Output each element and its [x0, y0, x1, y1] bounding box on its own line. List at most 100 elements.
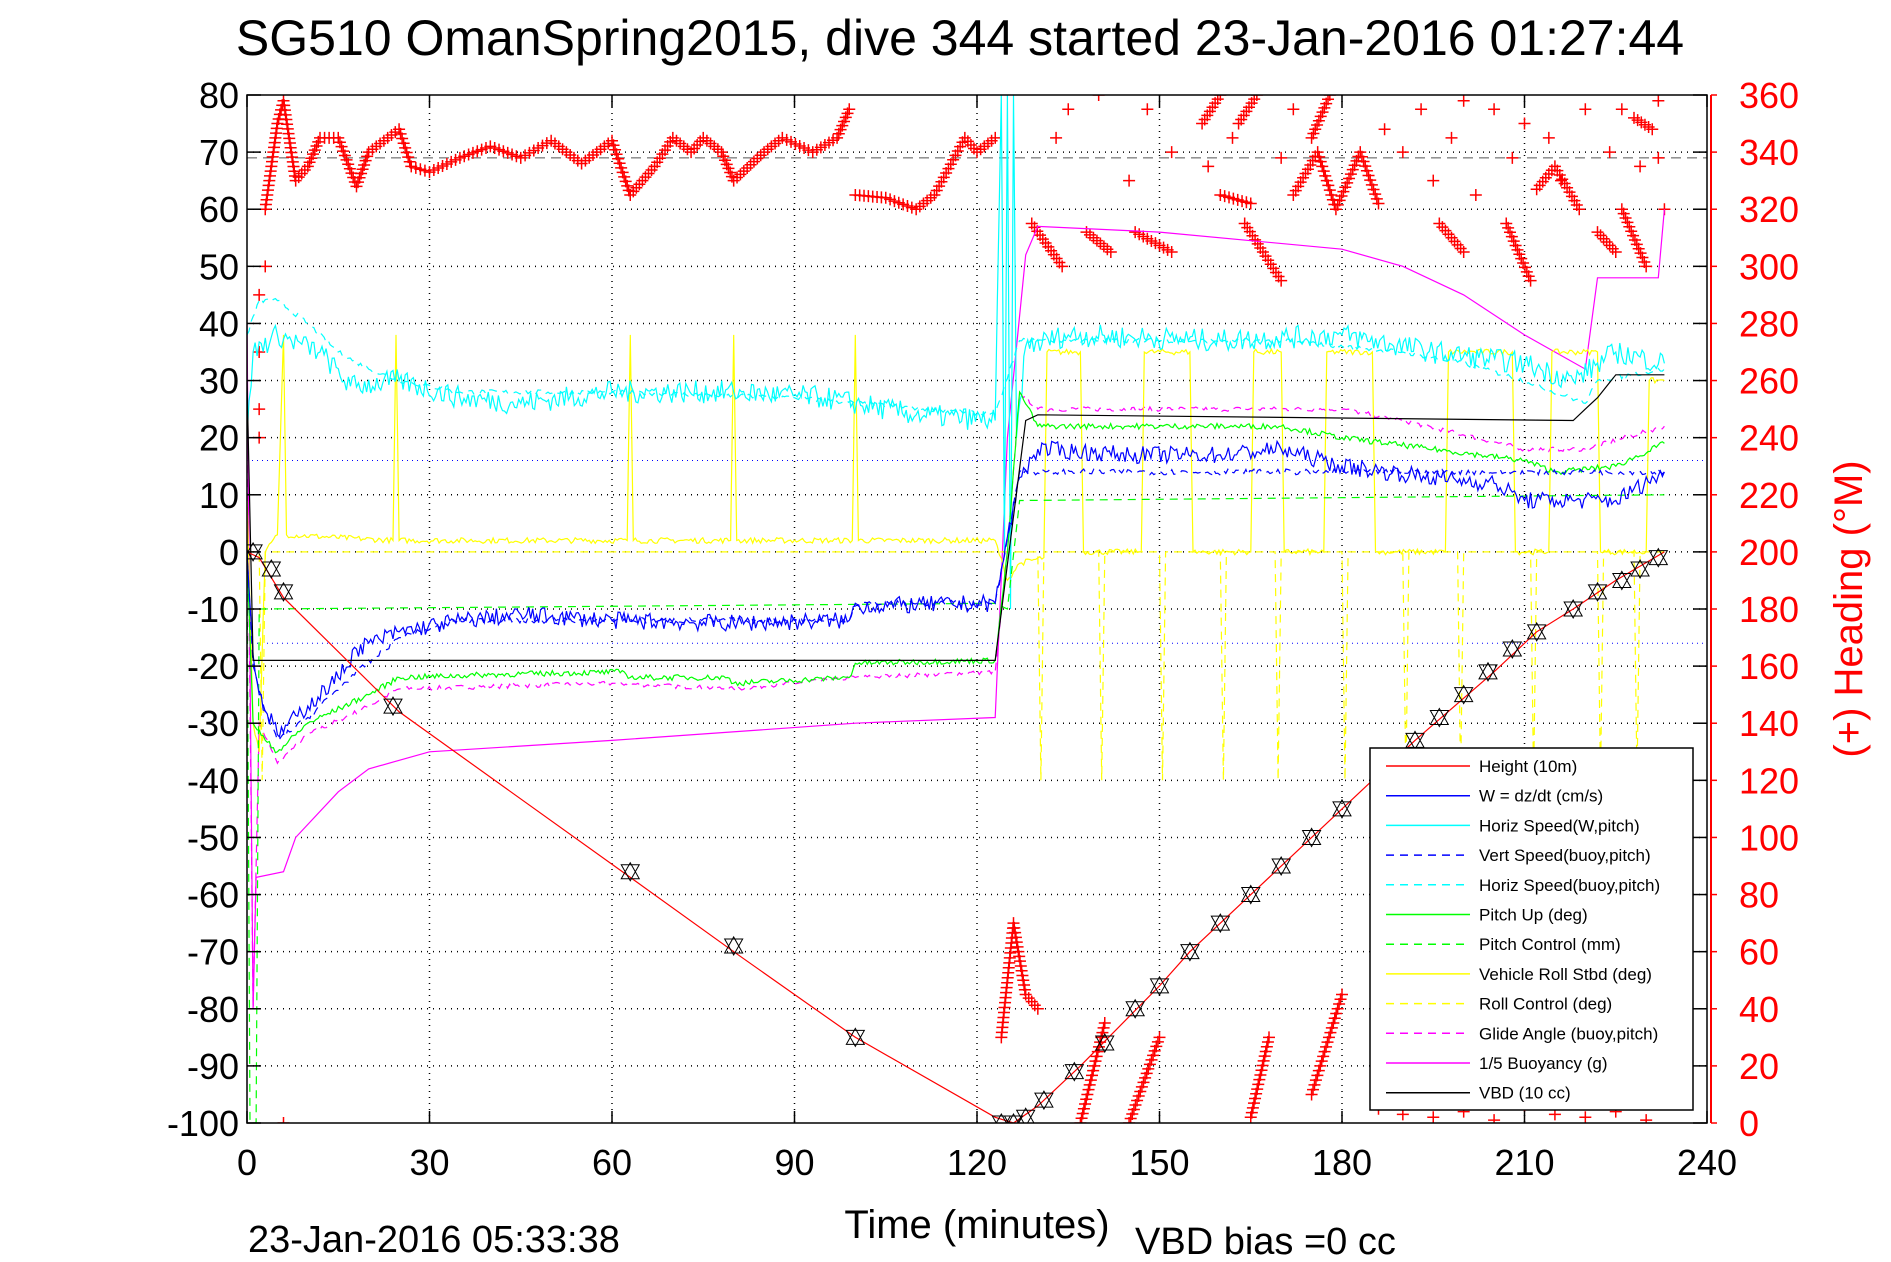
depth-marker [1094, 1033, 1115, 1054]
heading-point [1226, 131, 1239, 144]
right-tick-label: 80 [1739, 875, 1779, 916]
legend-label: Vert Speed(buoy,pitch) [1479, 846, 1651, 865]
heading-point [1324, 1026, 1337, 1039]
heading-point [1427, 174, 1440, 187]
x-tick-label: 90 [774, 1142, 814, 1183]
depth-marker [845, 1027, 866, 1048]
y-tick-label: -80 [187, 989, 239, 1030]
series-height-10m [247, 551, 1665, 1123]
heading-point [1082, 1083, 1095, 1096]
heading-point [277, 1117, 290, 1123]
heading-point [1646, 123, 1659, 136]
y-tick-label: 30 [199, 361, 239, 402]
legend-label: Horiz Speed(W,pitch) [1479, 816, 1640, 835]
heading-point [1325, 188, 1338, 201]
heading-point [1640, 260, 1653, 273]
y-tick-label: 20 [199, 418, 239, 459]
heading-point [1076, 1107, 1089, 1120]
y-tick-label: -50 [187, 817, 239, 858]
heading-point [1095, 1031, 1108, 1044]
right-tick-label: 0 [1739, 1103, 1759, 1144]
right-tick-label: 280 [1739, 303, 1799, 344]
heading-point [1165, 146, 1178, 159]
heading-point [1084, 1074, 1097, 1087]
heading-point [1457, 246, 1470, 259]
heading-point [253, 288, 266, 301]
heading-point [1320, 174, 1333, 187]
right-tick-label: 160 [1739, 646, 1799, 687]
heading-point [1123, 174, 1136, 187]
heading-point [1322, 1031, 1335, 1044]
legend-label: VBD (10 cc) [1479, 1084, 1571, 1103]
heading-point [1609, 246, 1622, 259]
heading-point [1330, 1007, 1343, 1020]
heading-point [1542, 131, 1555, 144]
heading-point [1018, 978, 1031, 991]
heading-point [1092, 95, 1105, 101]
right-tick-label: 340 [1739, 132, 1799, 173]
heading-point [1321, 1036, 1334, 1049]
y-tick-label: 70 [199, 132, 239, 173]
heading-point [1077, 1102, 1090, 1115]
y-tick-label: -40 [187, 760, 239, 801]
x-tick-label: 240 [1677, 1142, 1737, 1183]
heading-point [1009, 931, 1022, 944]
heading-point [1323, 95, 1336, 101]
heading-point [1469, 188, 1482, 201]
heading-point [1056, 260, 1069, 273]
heading-point [1524, 274, 1537, 287]
y-tick-label: -70 [187, 932, 239, 973]
heading-markers [253, 95, 1671, 1123]
heading-point [1244, 197, 1257, 210]
heading-point [1323, 184, 1336, 197]
y-tick-label: 10 [199, 475, 239, 516]
heading-point [1081, 1088, 1094, 1101]
right-tick-label: 300 [1739, 246, 1799, 287]
series-pitch-up-deg [247, 390, 1665, 754]
heading-point [1314, 1059, 1327, 1072]
depth-markers [247, 541, 1669, 1123]
heading-point [1087, 1064, 1100, 1077]
heading-point [1311, 1069, 1324, 1082]
right-tick-label: 40 [1739, 989, 1779, 1030]
depth-marker [261, 559, 282, 580]
heading-point [1079, 1097, 1092, 1110]
heading-point [1090, 1050, 1103, 1063]
legend-label: Roll Control (deg) [1479, 995, 1612, 1014]
heading-point [1506, 151, 1519, 164]
heading-point [1315, 1055, 1328, 1068]
heading-point [253, 346, 266, 358]
x-tick-label: 150 [1129, 1142, 1189, 1183]
heading-point [1089, 1055, 1102, 1068]
heading-point [1320, 1040, 1333, 1053]
x-tick-label: 180 [1312, 1142, 1372, 1183]
legend-label: W = dz/dt (cm/s) [1479, 787, 1603, 806]
depth-marker [1648, 547, 1669, 568]
heading-point [1579, 1111, 1592, 1123]
y-tick-label: -100 [167, 1103, 239, 1144]
heading-point [1074, 1117, 1087, 1123]
series-glide-angle-buoy-pitch [247, 390, 1665, 1009]
depth-marker [1429, 707, 1450, 728]
y-tick-label: 50 [199, 246, 239, 287]
right-tick-label: 320 [1739, 189, 1799, 230]
heading-point [1287, 103, 1300, 116]
series-pitch-control-mm [247, 494, 1665, 1123]
heading-point [1331, 1002, 1344, 1015]
legend-box [1369, 747, 1694, 1111]
heading-point [1141, 103, 1154, 116]
heading-point [1008, 921, 1021, 934]
x-tick-label: 210 [1494, 1142, 1554, 1183]
heading-point [1640, 1114, 1653, 1123]
y-tick-label: -30 [187, 703, 239, 744]
heading-point [1579, 103, 1592, 116]
axes: 0 30 60 90 120 150 180 210 240-100-90-80-70-60-5… [167, 75, 1799, 1183]
heading-point [1010, 936, 1023, 949]
legend-label: Pitch Up (deg) [1479, 906, 1588, 925]
heading-point [1378, 123, 1391, 136]
depth-marker [247, 541, 263, 562]
depth-marker [1332, 798, 1352, 819]
heading-point [1075, 1112, 1088, 1123]
heading-point [1325, 1021, 1338, 1034]
